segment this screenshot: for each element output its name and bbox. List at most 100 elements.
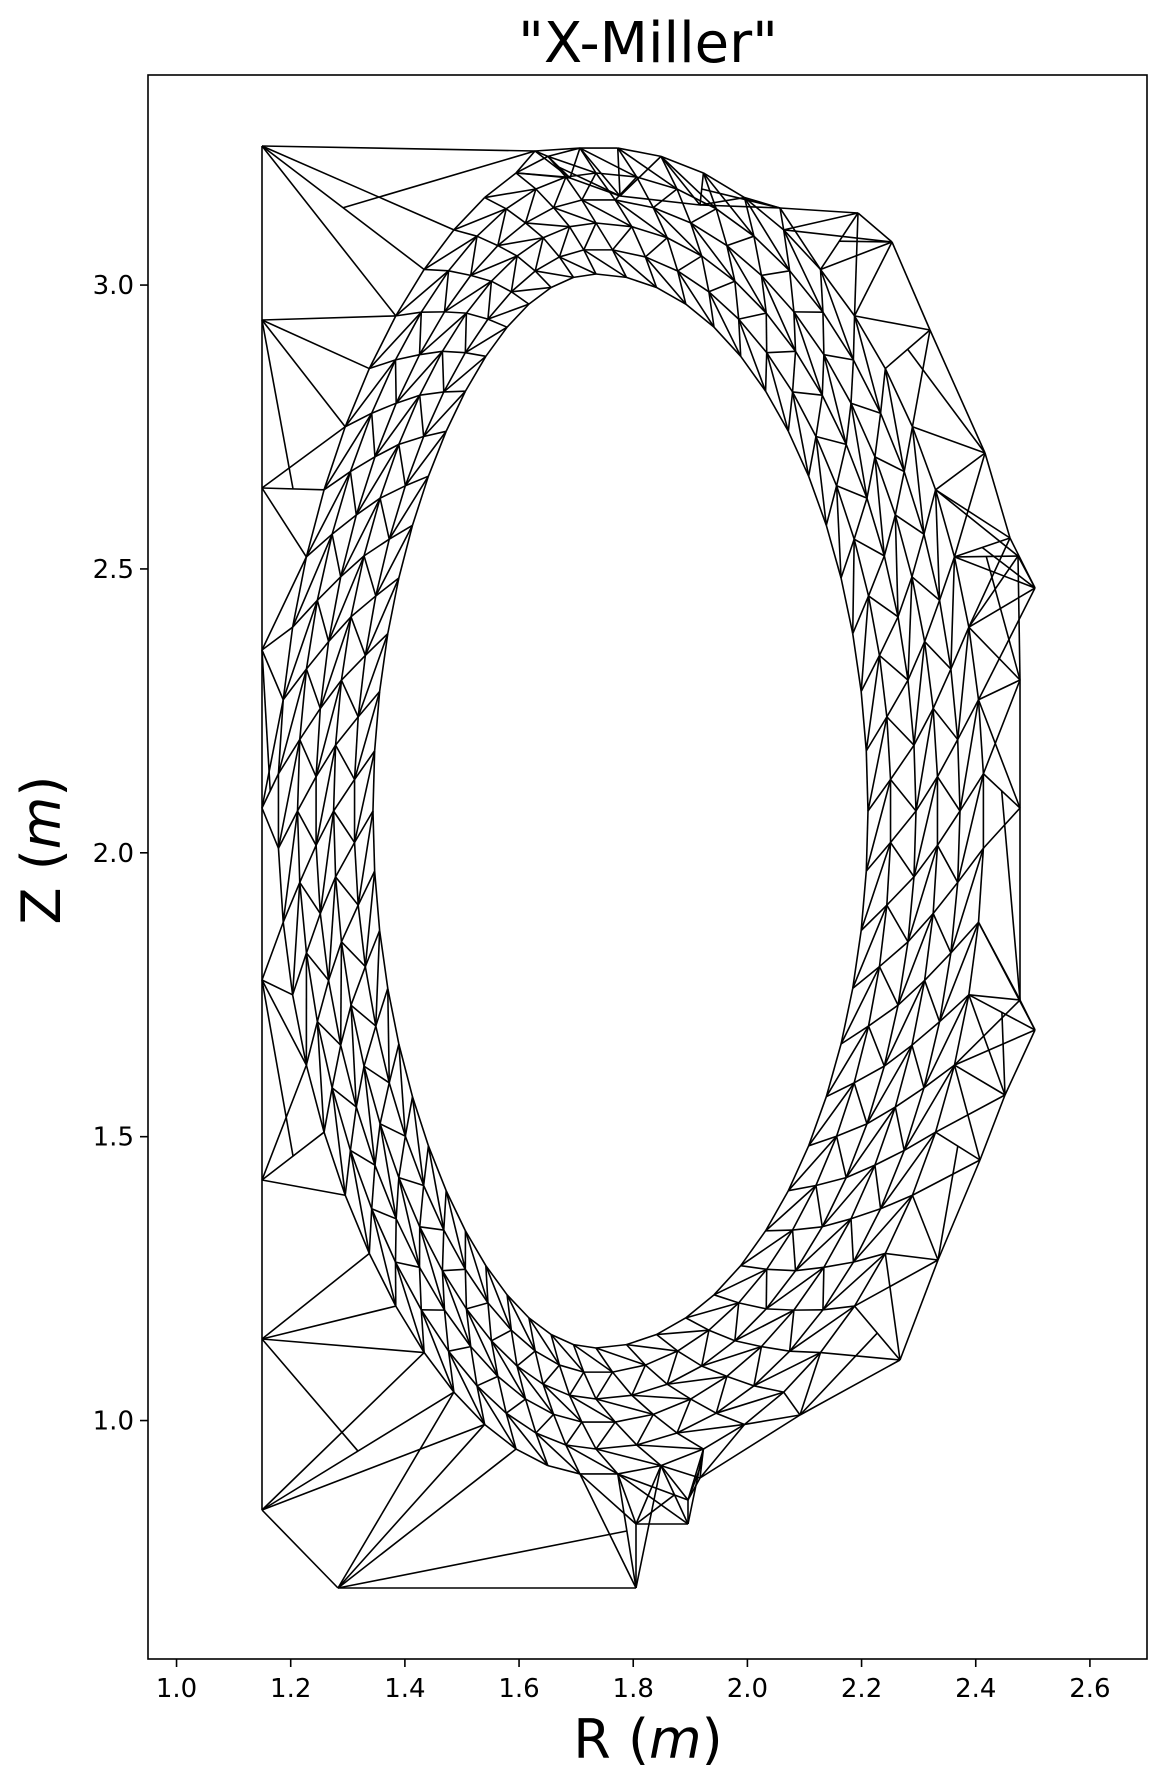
mesh-edge (913, 641, 926, 746)
mesh-edge (822, 1252, 886, 1311)
mesh-edge (903, 1087, 925, 1151)
mesh-edge (853, 538, 885, 557)
mesh-edge (364, 966, 377, 1027)
mesh-edge (840, 577, 854, 634)
mesh-edge (690, 222, 728, 247)
mesh-edge (977, 921, 1036, 1031)
mesh-edge (936, 810, 961, 846)
mesh-edge (573, 1343, 597, 1349)
mesh-edge (364, 930, 381, 967)
mesh-edge (932, 845, 939, 914)
mesh-edge (364, 595, 377, 656)
mesh-edge (357, 810, 374, 906)
mesh-edge (631, 1394, 691, 1400)
mesh-edge (491, 1329, 512, 1342)
mesh-edge (652, 188, 678, 209)
mesh-edge (977, 699, 985, 774)
mesh-edge (261, 807, 280, 849)
mesh-edge (375, 1025, 391, 1084)
mesh-edge (447, 1350, 478, 1387)
mesh-edge (339, 514, 358, 577)
mesh-edge (903, 426, 914, 472)
mesh-edge (568, 1371, 585, 1396)
mesh-edge (835, 485, 855, 540)
mesh-edge (344, 359, 397, 428)
mesh-edge (935, 1094, 1006, 1133)
mesh-edge (291, 994, 308, 1066)
mesh-edge (534, 237, 544, 272)
mesh-edge (465, 280, 493, 314)
mesh-edge (860, 842, 892, 931)
mesh-edge (954, 1064, 1006, 1096)
mesh-edge (516, 1365, 555, 1415)
mesh-edge (542, 1383, 570, 1397)
mesh-edge (845, 1123, 868, 1178)
mesh-edge (677, 255, 703, 272)
mesh-edge (985, 556, 1021, 681)
mesh-edge (476, 1385, 517, 1450)
mesh-edge (738, 1302, 767, 1310)
mesh-edge (569, 1394, 616, 1423)
mesh-edge (699, 172, 705, 206)
mesh-edge (791, 391, 817, 437)
x-tick-label: 1.0 (156, 1674, 197, 1704)
mesh-edge (344, 412, 373, 428)
mesh-edge (337, 1530, 628, 1589)
mesh-edge (327, 980, 342, 1046)
mesh-edge (879, 1131, 937, 1210)
mesh-edge (821, 354, 825, 396)
mesh-edge (957, 699, 980, 740)
mesh-edge (726, 1375, 755, 1387)
mesh-edge (765, 1270, 797, 1310)
mesh-edge (569, 1394, 597, 1400)
mesh-edge (701, 1345, 762, 1367)
y-tick-label: 1.5 (93, 1123, 134, 1153)
mesh-edge (464, 326, 508, 354)
mesh-edge (261, 1351, 425, 1511)
mesh-edge (353, 750, 376, 780)
mesh-edge (342, 150, 536, 209)
mesh-edge (982, 679, 1021, 775)
mesh-edge (444, 311, 467, 314)
mesh-edge (331, 1087, 352, 1151)
mesh-edge (386, 988, 400, 1045)
mesh-edge (787, 1135, 838, 1192)
mesh-edge (950, 668, 959, 740)
mesh-edge (595, 172, 616, 201)
mesh-edge (614, 1421, 638, 1446)
mesh-edge (534, 150, 571, 179)
mesh-edge (595, 1444, 637, 1450)
mesh-edge (787, 430, 810, 477)
mesh-edge (685, 1317, 710, 1331)
mesh-edge (261, 1305, 396, 1340)
mesh-edge (886, 716, 915, 746)
mesh-edge (982, 807, 1021, 849)
mesh-edge (761, 1345, 790, 1352)
mesh-edge (395, 1305, 425, 1353)
mesh-edge (510, 270, 536, 293)
mesh-edge (340, 555, 365, 578)
mesh-edge (923, 1064, 955, 1089)
mesh-edge (368, 311, 422, 370)
mesh-edge (854, 315, 931, 331)
mesh-edge (357, 633, 389, 718)
mesh-edge (903, 471, 925, 535)
mesh-edge (889, 744, 915, 780)
mesh-edge (305, 471, 352, 558)
mesh-edge (305, 600, 319, 670)
mesh-edge (349, 1106, 358, 1151)
mesh-edge (340, 904, 359, 943)
mesh-edge (553, 206, 597, 224)
mesh-edge (677, 1350, 703, 1367)
mesh-edge (316, 576, 342, 601)
mesh-edge (779, 207, 822, 270)
mesh-edge (734, 1302, 740, 1341)
mesh-edge (516, 1365, 544, 1385)
mesh-edge (441, 1270, 472, 1347)
mesh-edge (852, 965, 880, 989)
mesh-edge (923, 600, 941, 642)
mesh-edge (374, 1123, 381, 1166)
mesh-edge (394, 1261, 422, 1311)
mesh-edge (715, 1391, 784, 1414)
mesh-edge (505, 208, 527, 224)
